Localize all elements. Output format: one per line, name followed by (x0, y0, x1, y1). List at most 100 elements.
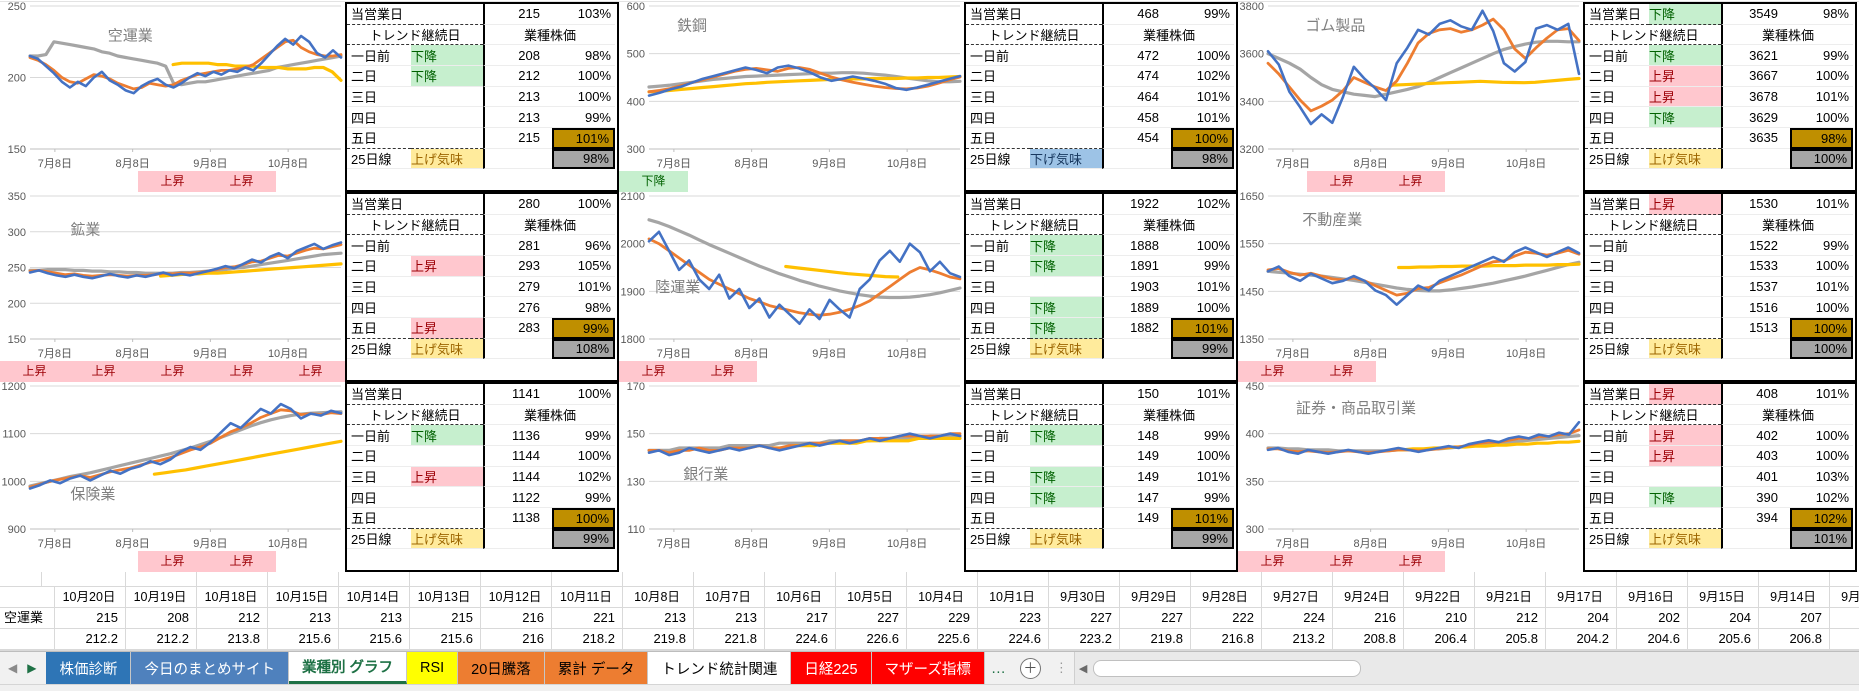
ma-value-cell[interactable]: 212.2 (126, 629, 197, 650)
day-row-pct[interactable]: 99% (552, 317, 615, 339)
value-cell[interactable]: 207 (1759, 608, 1830, 629)
day-row-value[interactable]: 148 (1102, 425, 1171, 446)
ma25-pct[interactable]: 99% (1171, 528, 1234, 550)
trend-strip-cell[interactable]: 上昇 (207, 361, 276, 382)
ma-value-cell[interactable]: 204.6 (1617, 629, 1688, 650)
date-cell[interactable]: 9月15日 (1688, 587, 1759, 608)
sheet-tab-日経225[interactable]: 日経225 (791, 652, 872, 684)
day-row-pct[interactable]: 100% (1171, 127, 1234, 149)
ma25-label[interactable]: 25日線 (347, 529, 411, 550)
sheet-tab-マザーズ指標[interactable]: マザーズ指標 (871, 652, 985, 684)
sector-chart-air-transport[interactable]: 250 200 150 7月8日 8月8日 9月8日 10月8日 空運業 (0, 1, 345, 171)
sheet-tab-業種別 グラフ[interactable]: 業種別 グラフ (288, 652, 407, 684)
horizontal-scrollbar[interactable]: ◀ (1073, 652, 1859, 684)
date-cell[interactable]: 9月17日 (1546, 587, 1617, 608)
ma-value-cell[interactable]: 213.8 (197, 629, 268, 650)
day-row-trend-cell[interactable]: 下降 (1030, 255, 1102, 277)
ma-value-cell[interactable]: 205.6 (1688, 629, 1759, 650)
ma25-mood-cell[interactable]: 上げ気味 (1030, 528, 1102, 550)
current-day-trend-cell[interactable] (1030, 4, 1102, 25)
day-row-label[interactable]: 五日 (966, 508, 1030, 529)
day-row-value[interactable]: 213 (483, 86, 552, 108)
trend-strip-cell[interactable] (826, 551, 895, 572)
day-row-pct[interactable]: 101% (1790, 87, 1853, 108)
current-day-pct[interactable]: 98% (1790, 4, 1853, 25)
ma-value-cell[interactable]: 219.8 (1120, 629, 1191, 650)
ma25-mood-cell[interactable]: 上げ気味 (411, 338, 483, 360)
day-row-pct[interactable]: 99% (1171, 487, 1234, 508)
day-row-trend-cell[interactable] (1030, 87, 1102, 108)
day-row-label[interactable]: 二日 (1585, 66, 1649, 87)
day-row-value[interactable]: 1516 (1721, 297, 1790, 318)
day-row-trend-cell[interactable] (411, 107, 483, 128)
day-row-pct[interactable]: 100% (1171, 235, 1234, 256)
day-row-label[interactable]: 三日 (1585, 277, 1649, 298)
value-cell[interactable]: 223 (978, 608, 1049, 629)
ma-row-label[interactable] (0, 629, 55, 650)
day-row-trend-cell[interactable] (1649, 235, 1721, 256)
date-cell[interactable]: 9月22日 (1404, 587, 1475, 608)
day-row-pct[interactable]: 100% (552, 446, 615, 467)
day-row-value[interactable]: 3667 (1721, 65, 1790, 87)
day-row-trend-cell[interactable] (1030, 446, 1102, 467)
day-row-trend-cell[interactable] (1649, 508, 1721, 529)
current-day-value[interactable]: 215 (483, 4, 552, 25)
sector-chart-mining[interactable]: 350 300 250 200 150 7月8日 8月8日 9月8日 10月8日 鉱業 (0, 191, 345, 361)
day-row-pct[interactable]: 101% (552, 277, 615, 298)
day-row-label[interactable]: 三日 (966, 467, 1030, 488)
day-row-value[interactable]: 1136 (483, 425, 552, 446)
day-row-label[interactable]: 一日前 (347, 235, 411, 256)
date-cell[interactable]: 9月21日 (1475, 587, 1546, 608)
current-day-pct[interactable]: 101% (1171, 384, 1234, 405)
trend-strip-cell[interactable]: 上昇 (207, 551, 276, 572)
ma25-empty-cell[interactable] (1721, 148, 1790, 170)
date-cell[interactable]: 10月20日 (55, 587, 126, 608)
day-row-label[interactable]: 二日 (966, 256, 1030, 277)
day-row-value[interactable]: 212 (483, 65, 552, 87)
date-cell[interactable]: 9月29日 (1120, 587, 1191, 608)
day-row-trend-cell[interactable] (1649, 128, 1721, 149)
date-cell[interactable]: 10月1日 (978, 587, 1049, 608)
day-row-trend-cell[interactable]: 下降 (1649, 107, 1721, 128)
trend-strip-cell[interactable] (1238, 171, 1307, 192)
sheet-nav-forward-icon[interactable]: ▶ (27, 661, 37, 675)
value-cell[interactable]: 216 (1333, 608, 1404, 629)
day-row-pct[interactable]: 98% (552, 297, 615, 318)
day-row-label[interactable]: 四日 (1585, 297, 1649, 318)
trend-strip-cell[interactable] (688, 551, 757, 572)
day-row-pct[interactable]: 100% (1790, 425, 1853, 446)
day-row-trend-cell[interactable] (411, 128, 483, 149)
current-day-label[interactable]: 当営業日 (347, 194, 411, 215)
ma25-pct[interactable]: 100% (1790, 338, 1853, 360)
day-row-trend-cell[interactable]: 下降 (411, 65, 483, 87)
day-row-value[interactable]: 1903 (1102, 276, 1171, 298)
ma25-empty-cell[interactable] (1102, 528, 1171, 550)
day-row-label[interactable]: 三日 (966, 87, 1030, 108)
value-cell[interactable]: 204 (1688, 608, 1759, 629)
day-row-label[interactable]: 一日前 (347, 425, 411, 446)
ma25-pct[interactable]: 100% (1790, 148, 1853, 170)
sheet-tab-今日のまとめサイト[interactable]: 今日のまとめサイト (131, 652, 289, 684)
day-row-value[interactable]: 1533 (1721, 255, 1790, 277)
sector-chart-rubber[interactable]: 3800 3600 3400 3200 7月8日 8月8日 9月8日 10月8日 ゴム製品 (1238, 1, 1583, 171)
day-row-value[interactable]: 149 (1102, 445, 1171, 467)
day-row-trend-cell[interactable]: 上昇 (1649, 86, 1721, 108)
day-row-label[interactable]: 四日 (966, 487, 1030, 508)
day-row-label[interactable]: 四日 (1585, 107, 1649, 128)
day-row-trend-cell[interactable] (1649, 277, 1721, 298)
current-day-pct[interactable]: 103% (552, 4, 615, 25)
ma-value-cell[interactable]: 205.8 (1475, 629, 1546, 650)
date-cell[interactable]: 10月12日 (481, 587, 552, 608)
day-row-pct[interactable]: 100% (1790, 317, 1853, 339)
trend-strip-cell[interactable]: 上昇 (1238, 361, 1307, 382)
day-row-label[interactable]: 二日 (1585, 446, 1649, 467)
day-row-pct[interactable]: 99% (552, 425, 615, 446)
ma25-pct[interactable]: 98% (552, 148, 615, 170)
date-cell[interactable]: 9月14日 (1759, 587, 1830, 608)
date-cell[interactable]: 10月14日 (339, 587, 410, 608)
trend-strip-cell[interactable] (757, 551, 826, 572)
trend-strip-cell[interactable] (1514, 551, 1583, 572)
value-cell[interactable]: 224 (1262, 608, 1333, 629)
current-day-value[interactable]: 3549 (1721, 4, 1790, 25)
day-row-value[interactable]: 394 (1721, 507, 1790, 529)
